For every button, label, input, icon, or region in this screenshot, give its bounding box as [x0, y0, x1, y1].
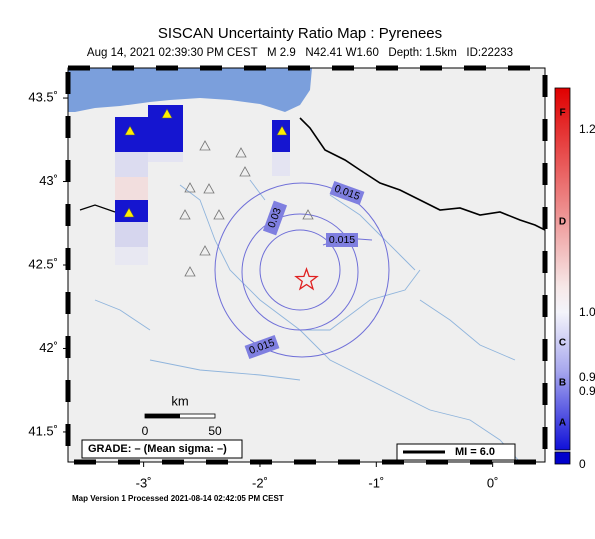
- contour-label: 0.015: [326, 233, 358, 247]
- colorbar-letter: C: [559, 338, 566, 349]
- colorbar: [554, 87, 571, 451]
- contour-label-bg: [262, 200, 288, 236]
- scale-bar: km 0 50: [142, 393, 222, 438]
- faint-cells: [115, 152, 290, 265]
- lon-tick-label: -1˚: [368, 475, 384, 490]
- active-stations: [123, 108, 288, 218]
- lon-tick-label: -3˚: [136, 475, 152, 490]
- grade-box: [81, 439, 243, 459]
- scale-title: km: [171, 393, 188, 408]
- colorbar-value: 0.9: [579, 370, 595, 384]
- lon-tick-label: -2˚: [252, 475, 268, 490]
- colorbar-value: 1.2: [579, 122, 595, 136]
- gray-stations: [179, 140, 314, 277]
- colorbar-letter: F: [559, 108, 565, 119]
- colorbar-min: [554, 451, 571, 465]
- colorbar-letter: B: [559, 378, 566, 389]
- epicenter: [294, 267, 319, 291]
- border: [299, 117, 545, 231]
- lat-tick-label: 43˚: [39, 173, 58, 188]
- title: SISCAN Uncertainty Ratio Map : Pyrenees: [158, 25, 442, 42]
- contour-label-bg: [329, 180, 365, 206]
- contour-label-text: 0.015: [329, 234, 355, 246]
- scale-start: 0: [142, 424, 149, 438]
- mi-legend: MI = 6.0: [455, 446, 495, 458]
- sea: [68, 68, 312, 112]
- lat-tick-label: 42.5˚: [28, 256, 58, 271]
- colorbar-value: 1.0: [579, 305, 595, 319]
- colorbar-letter: D: [559, 217, 566, 228]
- contour-label-bg: [244, 334, 280, 360]
- map-body: [68, 68, 545, 462]
- lon-tick-label: 0˚: [487, 475, 499, 490]
- colorbar-letter: A: [559, 418, 566, 429]
- lat-tick-label: 43.5˚: [28, 89, 58, 104]
- border-west: [79, 204, 116, 213]
- colorbar-value: 0: [579, 457, 586, 471]
- scale-end: 50: [208, 424, 222, 438]
- grade: GRADE: – (Mean sigma: –): [88, 443, 227, 455]
- mi-box: [396, 443, 516, 461]
- subtitle: Aug 14, 2021 02:39:30 PM CEST M 2.9 N42.…: [87, 47, 513, 59]
- rivers: [94, 179, 521, 462]
- contours: [214, 182, 390, 358]
- lat-tick-label: 41.5˚: [28, 423, 58, 438]
- contour-label: 0.03: [262, 200, 288, 236]
- grid-cells: [115, 105, 290, 222]
- lat-tick-label: 42˚: [39, 340, 58, 355]
- contour-label-bg: [326, 233, 358, 247]
- footer: Map Version 1 Processed 2021-08-14 02:42…: [72, 494, 284, 503]
- colorbar-labels: F D C B A 1.2 1.0 0.90.9 0: [559, 108, 595, 472]
- colorbar-value: 0.9: [579, 384, 595, 398]
